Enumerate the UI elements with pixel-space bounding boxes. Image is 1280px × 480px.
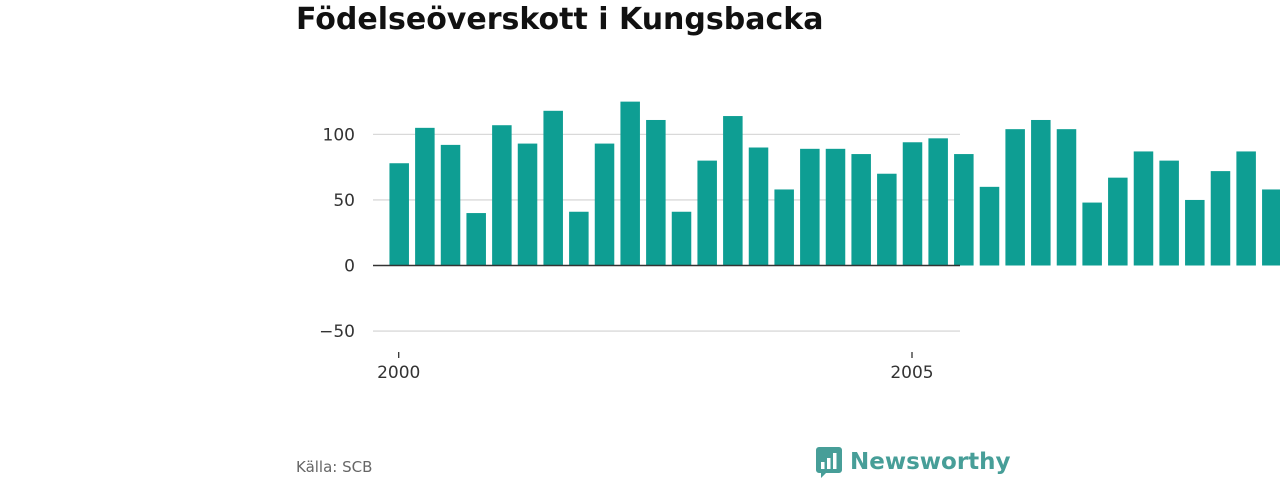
bar [1031, 119, 1051, 266]
x-tick-label: 2000 [377, 363, 420, 383]
source-note: Källa: SCB [296, 458, 373, 476]
bar [620, 101, 640, 266]
bar-chart-badge-icon [816, 446, 842, 478]
chart-title: Födelseöverskott i Kungsbacka [296, 2, 824, 37]
axes: −50050100200020052010201520202025 [319, 125, 960, 383]
bar [800, 148, 820, 266]
bar [415, 127, 435, 266]
bar [902, 142, 923, 266]
bar [1133, 151, 1154, 266]
y-tick-label: −50 [319, 322, 355, 342]
bar [851, 154, 871, 266]
bars [389, 101, 1280, 266]
bar [697, 160, 717, 266]
bar [1236, 151, 1256, 266]
bar [671, 211, 692, 266]
bar [774, 189, 794, 266]
bar [1210, 171, 1231, 266]
bar [466, 213, 486, 266]
gridlines [373, 133, 960, 332]
bar [1108, 177, 1128, 266]
bar [723, 116, 743, 266]
bar-chart: −50050100200020052010201520202025 [319, 101, 1280, 383]
bar [389, 163, 409, 266]
bar [646, 119, 666, 266]
bar [954, 154, 974, 266]
y-tick-label: 50 [333, 191, 355, 211]
y-tick-label: 100 [323, 125, 355, 145]
y-tick-label: 0 [344, 257, 355, 277]
bar [569, 211, 589, 266]
bar [492, 125, 512, 266]
brand-name: Newsworthy [850, 449, 1011, 475]
x-tick-label: 2005 [890, 363, 933, 383]
bar [825, 148, 846, 266]
bar [1005, 129, 1025, 266]
bar [594, 143, 615, 266]
bar [543, 110, 563, 266]
bar [928, 138, 948, 266]
bar [979, 186, 1000, 266]
bar [1185, 199, 1205, 266]
bar [748, 147, 769, 266]
bar [1159, 160, 1179, 266]
bar [877, 173, 897, 266]
bar [1262, 189, 1280, 266]
newsworthy-brand: Newsworthy [816, 446, 1011, 478]
bar [440, 144, 461, 266]
bar [1056, 129, 1077, 266]
bar [517, 143, 538, 266]
bar [1082, 202, 1102, 266]
